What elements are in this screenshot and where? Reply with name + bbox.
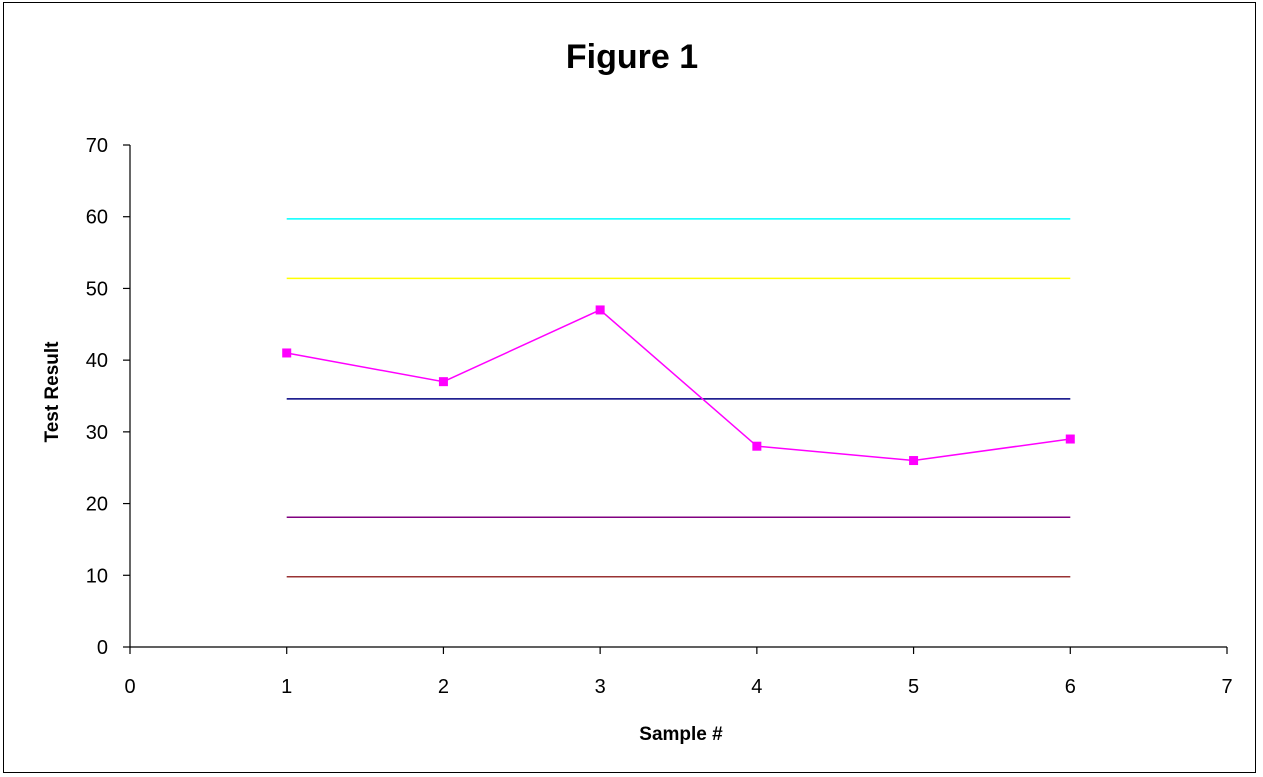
axes-layer: 0 10 20 30 40 50 60 70 0 1 2 3 4 5 6 7 — [86, 135, 1233, 698]
y-tick-label: 50 — [86, 278, 108, 300]
y-tick-label: 20 — [86, 494, 108, 516]
data-point — [909, 456, 919, 466]
x-tick-label: 2 — [438, 676, 449, 698]
x-tick-label: 3 — [595, 676, 606, 698]
x-tick-label: 1 — [281, 676, 292, 698]
x-tick-label: 7 — [1221, 676, 1232, 698]
x-tick-label: 6 — [1065, 676, 1076, 698]
y-tick-label: 60 — [86, 207, 108, 229]
x-axis-title: Sample # — [639, 724, 723, 745]
series-layer — [282, 218, 1075, 578]
y-tick-label: 0 — [97, 637, 108, 659]
chart-frame — [3, 2, 1256, 773]
x-tick-label: 4 — [751, 676, 762, 698]
y-tick-label: 30 — [86, 422, 108, 444]
data-point — [438, 377, 448, 387]
data-point — [282, 348, 292, 358]
series-5 — [282, 305, 1075, 466]
data-point — [1065, 434, 1075, 444]
x-tick-label: 0 — [124, 676, 135, 698]
y-tick-label: 40 — [86, 350, 108, 372]
chart-title: Figure 1 — [566, 38, 698, 76]
y-axis-title: Test Result — [42, 341, 63, 443]
y-tick-label: 10 — [86, 565, 108, 587]
data-point — [595, 305, 605, 315]
x-tick-label: 5 — [908, 676, 919, 698]
series-line — [286, 309, 1071, 462]
y-tick-label: 70 — [86, 135, 108, 157]
data-point — [752, 441, 762, 451]
